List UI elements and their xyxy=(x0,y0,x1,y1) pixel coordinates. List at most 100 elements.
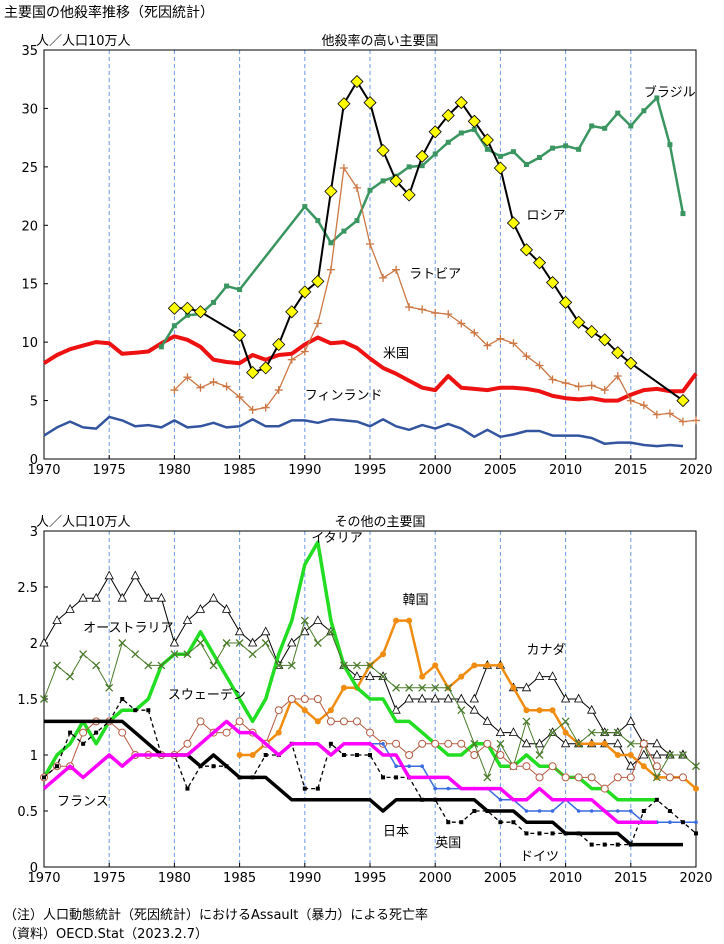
data-point xyxy=(195,604,206,613)
data-point xyxy=(118,728,127,737)
data-point xyxy=(157,661,166,670)
data-point xyxy=(484,662,491,669)
data-point xyxy=(224,283,230,289)
data-point xyxy=(611,346,625,360)
data-point xyxy=(235,393,244,402)
data-point xyxy=(469,693,479,703)
series-unlabeled xyxy=(42,719,657,824)
data-point xyxy=(454,96,468,110)
data-point xyxy=(511,820,516,825)
data-point xyxy=(341,753,346,757)
data-point xyxy=(532,256,547,270)
data-point xyxy=(222,382,231,391)
data-point xyxy=(615,110,621,116)
data-point xyxy=(521,682,532,692)
data-point xyxy=(470,751,479,759)
data-point xyxy=(94,730,99,735)
data-point xyxy=(117,592,127,602)
data-point xyxy=(248,405,257,414)
data-point xyxy=(497,153,503,159)
y-tick-label: 3 xyxy=(30,525,38,540)
data-point xyxy=(563,143,569,149)
data-point xyxy=(602,125,608,131)
x-tick-label: 1970 xyxy=(27,463,60,478)
data-point xyxy=(326,717,335,726)
series-annotation: カナダ xyxy=(526,643,565,658)
data-point xyxy=(600,728,609,737)
y-tick-label: 20 xyxy=(21,219,38,234)
data-point xyxy=(484,146,490,152)
data-point xyxy=(193,305,208,319)
data-point xyxy=(144,661,153,670)
data-point xyxy=(417,693,427,703)
data-point xyxy=(392,683,401,692)
series-オーストラリア xyxy=(39,570,688,770)
data-point xyxy=(263,753,268,757)
data-point xyxy=(365,671,375,680)
data-point xyxy=(545,275,560,290)
data-point xyxy=(548,375,557,384)
data-point xyxy=(222,639,231,647)
data-point xyxy=(654,797,659,802)
data-point xyxy=(222,728,231,737)
data-point xyxy=(587,728,596,737)
data-point xyxy=(353,661,361,670)
data-point xyxy=(678,773,687,782)
y-tick-label: 10 xyxy=(21,336,38,351)
data-point xyxy=(521,738,532,748)
data-point xyxy=(470,739,479,748)
data-point xyxy=(615,842,620,847)
data-point xyxy=(446,820,451,825)
data-point xyxy=(679,751,687,759)
data-point xyxy=(300,616,309,625)
data-point xyxy=(587,704,597,714)
data-point xyxy=(274,661,283,670)
data-point xyxy=(198,764,203,769)
data-point xyxy=(405,683,414,692)
data-point xyxy=(196,639,205,647)
data-point xyxy=(339,164,348,173)
data-point xyxy=(485,809,490,813)
data-point xyxy=(537,809,542,813)
data-point xyxy=(522,717,531,726)
data-point xyxy=(441,108,455,123)
data-point xyxy=(457,706,466,715)
series-annotation: 韓国 xyxy=(403,593,429,608)
data-point xyxy=(626,739,635,748)
data-point xyxy=(402,188,416,202)
data-point xyxy=(433,797,438,802)
data-point xyxy=(274,706,283,715)
data-point xyxy=(560,693,571,703)
footnote-source: （資料）OECD.Stat（2023.2.7） xyxy=(4,927,208,942)
data-point xyxy=(654,95,660,101)
data-point xyxy=(350,74,364,89)
y-tick-label: 30 xyxy=(21,102,38,117)
data-point xyxy=(576,146,582,152)
data-point xyxy=(676,394,690,408)
data-point xyxy=(550,809,555,813)
data-point xyxy=(537,155,543,161)
data-point xyxy=(432,662,439,669)
data-point xyxy=(509,762,518,771)
data-point xyxy=(169,637,180,647)
data-point xyxy=(287,661,296,670)
data-point xyxy=(574,382,583,391)
data-point xyxy=(480,133,494,147)
data-point xyxy=(598,333,612,347)
data-point xyxy=(105,683,114,692)
data-point xyxy=(233,328,247,342)
data-point xyxy=(624,356,638,370)
data-point xyxy=(392,739,401,748)
data-point xyxy=(104,570,114,580)
data-point xyxy=(381,775,386,780)
data-point xyxy=(55,764,60,769)
data-point xyxy=(81,741,86,746)
data-point xyxy=(652,410,661,419)
data-point xyxy=(158,344,164,350)
data-point xyxy=(498,820,503,825)
data-point xyxy=(394,775,399,780)
data-point xyxy=(613,372,622,381)
data-point xyxy=(183,373,192,382)
data-point xyxy=(549,707,556,714)
